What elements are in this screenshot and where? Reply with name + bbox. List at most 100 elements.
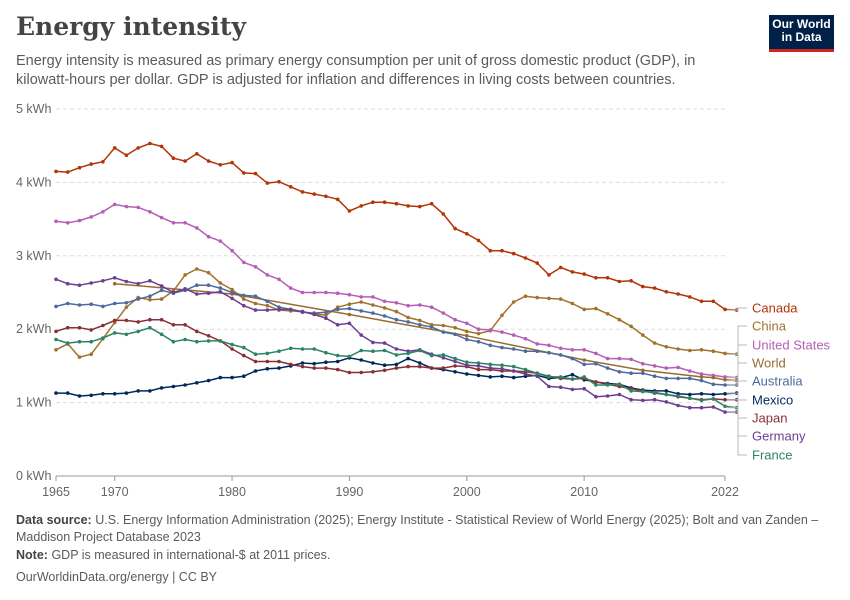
data-point	[195, 267, 199, 271]
data-point	[159, 332, 164, 337]
data-point	[429, 353, 434, 358]
data-point	[418, 361, 422, 365]
data-point	[441, 353, 446, 357]
data-point	[77, 355, 82, 359]
data-point	[359, 309, 364, 313]
series-line	[55, 277, 737, 413]
chart-note: Note: GDP is measured in international-$…	[16, 547, 836, 564]
data-point	[511, 300, 516, 304]
data-point	[570, 387, 575, 392]
data-point	[699, 392, 704, 396]
data-point	[723, 383, 727, 387]
data-point	[429, 366, 434, 370]
data-point	[253, 359, 258, 364]
data-point	[570, 377, 575, 381]
data-point	[347, 306, 352, 311]
data-point	[511, 364, 516, 369]
data-point	[148, 141, 152, 146]
data-point	[347, 370, 352, 375]
data-point	[148, 298, 152, 302]
data-point	[382, 341, 387, 345]
data-point	[195, 152, 199, 156]
data-point	[394, 362, 399, 367]
data-point	[136, 146, 140, 150]
legend-connector	[727, 344, 747, 379]
data-point	[101, 392, 105, 396]
data-point	[136, 205, 140, 210]
data-point	[605, 394, 610, 398]
data-point	[300, 290, 305, 295]
data-point	[359, 358, 364, 362]
data-point	[335, 323, 340, 327]
data-point	[465, 360, 469, 365]
data-point	[476, 373, 481, 378]
data-point	[511, 369, 516, 373]
data-point	[124, 204, 129, 209]
data-point	[699, 405, 704, 410]
data-point	[277, 179, 281, 184]
data-point	[488, 362, 493, 367]
data-point	[230, 342, 234, 347]
data-point	[171, 156, 176, 160]
data-point	[148, 294, 152, 299]
data-point	[312, 361, 317, 366]
data-point	[605, 276, 610, 280]
data-point	[652, 286, 657, 290]
data-point	[547, 375, 551, 379]
data-point	[523, 349, 528, 354]
data-point	[54, 348, 58, 352]
data-point	[242, 374, 246, 379]
data-point	[547, 350, 551, 355]
data-point	[394, 353, 399, 357]
data-point	[723, 307, 727, 312]
data-point	[148, 317, 152, 322]
x-tick-label: 1970	[101, 485, 129, 499]
data-point	[652, 364, 657, 368]
data-point	[159, 288, 164, 293]
data-point	[101, 304, 105, 309]
legend-item-australia: Australia	[727, 374, 803, 389]
data-point	[65, 325, 70, 330]
data-point	[418, 204, 422, 209]
legend: Canada China United States World Australia Me…	[727, 301, 831, 463]
legend-label: United States	[752, 338, 831, 353]
data-point	[441, 330, 446, 334]
data-point	[242, 171, 246, 175]
data-point	[605, 383, 610, 387]
data-point	[347, 321, 352, 326]
data-point	[664, 376, 669, 381]
note-label: Note:	[16, 548, 48, 562]
data-point	[183, 159, 187, 163]
data-point	[406, 303, 410, 308]
data-point	[335, 353, 340, 358]
data-source-text: U.S. Energy Information Administration (…	[16, 513, 819, 544]
data-point	[54, 337, 58, 342]
data-point	[558, 353, 563, 357]
logo-line-2: in Data	[781, 30, 822, 44]
data-point	[511, 333, 516, 337]
data-point	[300, 347, 305, 351]
data-point	[136, 389, 140, 393]
data-point	[136, 320, 140, 324]
data-point	[711, 349, 716, 354]
data-point	[476, 364, 481, 368]
source-url[interactable]: OurWorldinData.org/energy | CC BY	[16, 570, 218, 584]
data-point	[230, 287, 234, 292]
data-point	[641, 333, 645, 337]
data-point	[206, 234, 211, 239]
data-point	[406, 320, 410, 324]
data-point	[382, 348, 387, 353]
data-point	[347, 292, 352, 297]
data-point	[629, 357, 633, 362]
data-point	[476, 327, 481, 332]
data-point	[570, 270, 575, 274]
grid-lines	[56, 108, 725, 477]
owid-logo[interactable]: Our World in Data	[769, 15, 834, 52]
data-point	[688, 392, 692, 397]
data-point	[453, 356, 457, 361]
data-point	[594, 276, 598, 280]
data-point	[89, 393, 93, 398]
data-point	[65, 391, 70, 395]
data-point	[277, 349, 281, 354]
data-point	[500, 374, 504, 379]
